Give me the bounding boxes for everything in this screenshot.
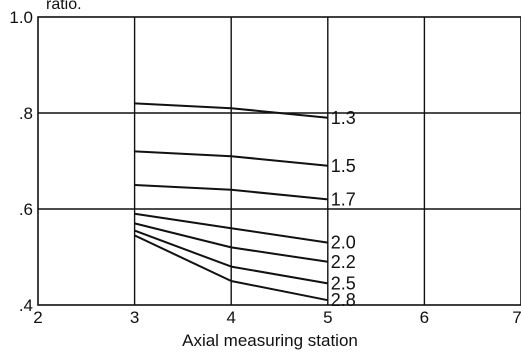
series-label-1-7: 1.7 [331, 189, 356, 209]
x-tick-label: 6 [420, 308, 429, 327]
chart-top-label: ratio. [46, 0, 82, 13]
y-tick-label: .6 [19, 200, 33, 219]
series-line-2-0 [134, 212, 328, 244]
series-line-1-5 [134, 150, 328, 167]
x-tick-label: 2 [33, 308, 42, 327]
y-tick-label: .4 [19, 296, 33, 315]
x-tick-label: 4 [226, 308, 235, 327]
series-line-1-3 [134, 102, 328, 119]
series-line-2-8 [134, 234, 328, 302]
series-line-2-2 [134, 222, 328, 263]
x-axis-title: Axial measuring station [182, 331, 358, 350]
x-tick-label: 3 [130, 308, 139, 327]
series-label-1-3: 1.3 [331, 108, 356, 128]
tick-labels: 2 3 4 5 6 7 .4 .6 .8 1.0 [9, 8, 521, 327]
series-layer [134, 102, 328, 302]
series-label-2-8: 2.8 [331, 290, 356, 310]
y-tick-label: .8 [19, 104, 33, 123]
series-line-1-7 [134, 184, 328, 201]
x-tick-label: 7 [512, 308, 521, 327]
x-tick-label: 5 [323, 308, 332, 327]
y-tick-label: 1.0 [9, 8, 33, 27]
series-label-1-5: 1.5 [331, 156, 356, 176]
series-label-2-0: 2.0 [331, 233, 356, 253]
series-labels: 1.3 1.5 1.7 2.02.22.52.8 [331, 108, 356, 310]
plot-frame [37, 16, 521, 306]
series-line-2-5 [134, 229, 328, 285]
series-label-2-2: 2.2 [331, 252, 356, 272]
series-label-2-5: 2.5 [331, 273, 356, 293]
